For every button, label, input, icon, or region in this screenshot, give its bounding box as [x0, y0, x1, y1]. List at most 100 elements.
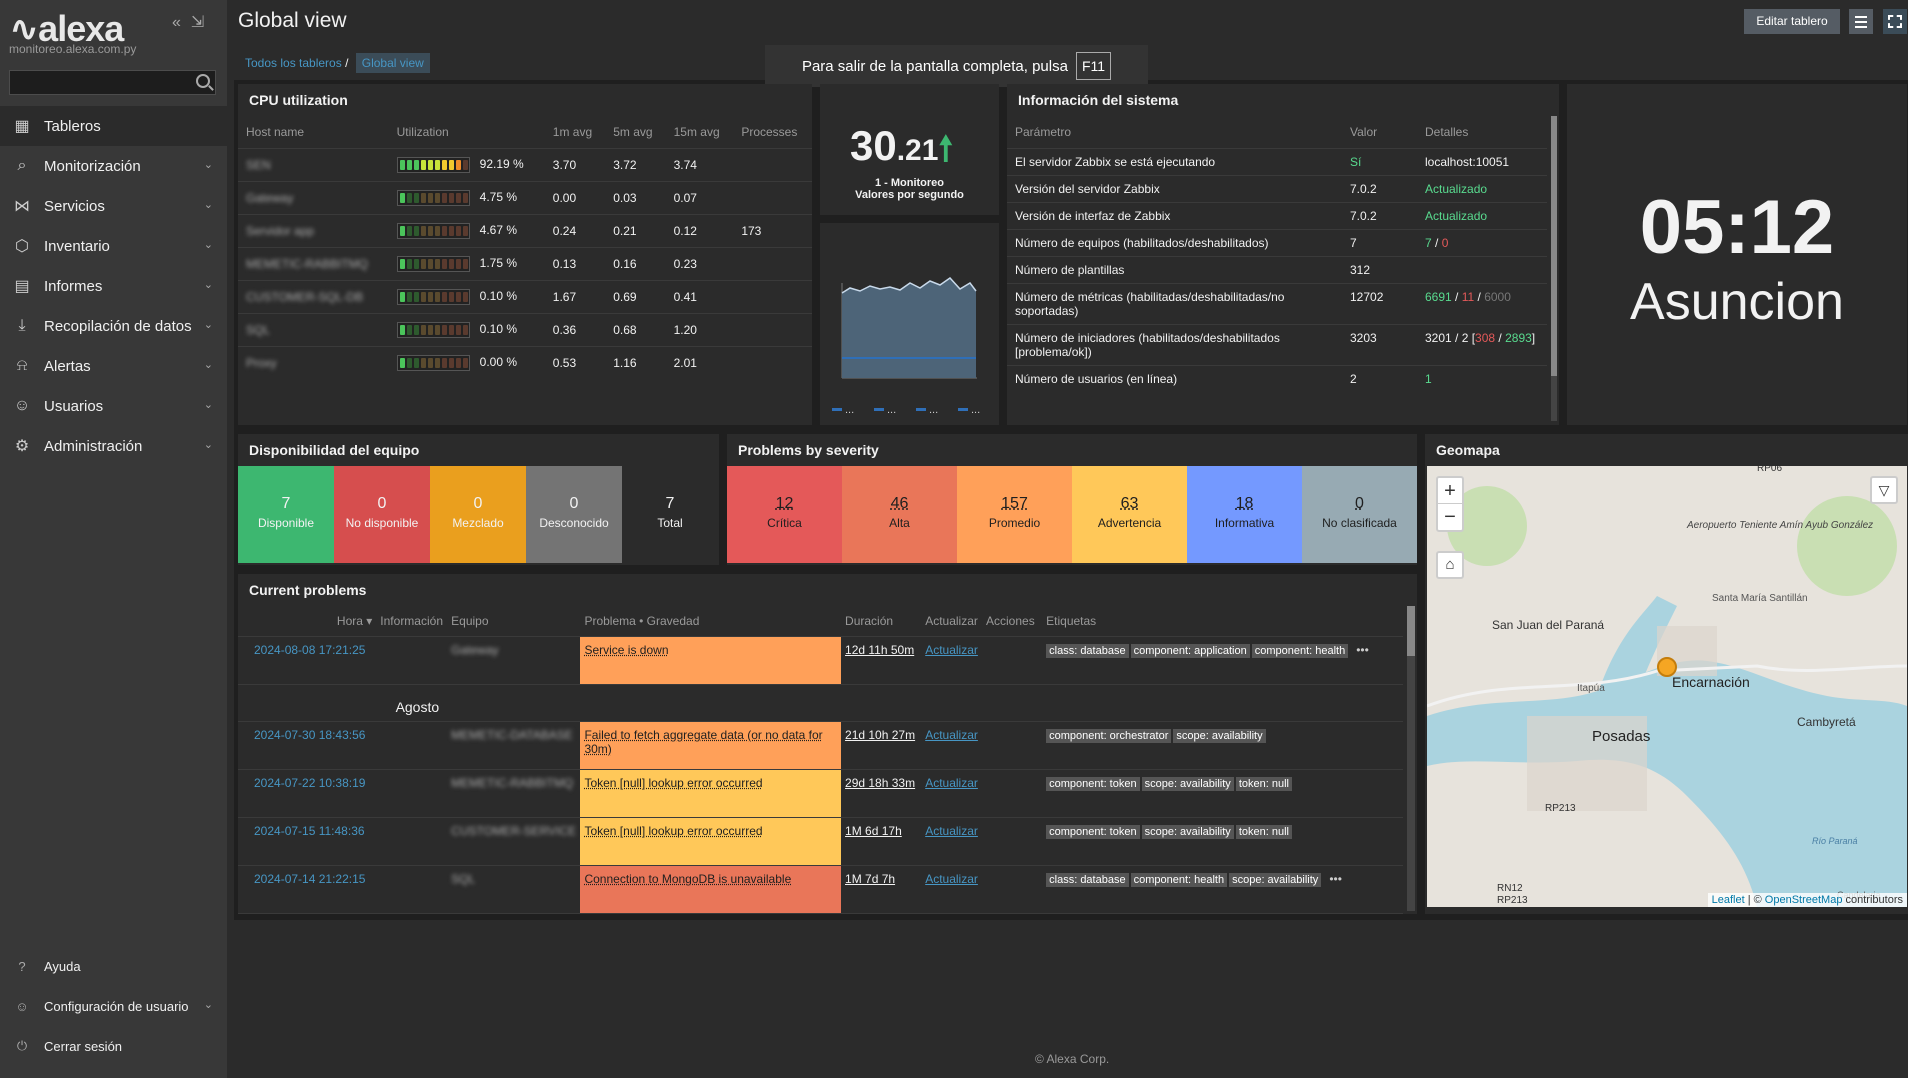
fullscreen-icon[interactable]	[1883, 9, 1907, 34]
map-marker-icon[interactable]	[1657, 657, 1677, 677]
problem-time[interactable]: 2024-07-22 10:38:19	[238, 768, 448, 817]
logo[interactable]: ∿alexa	[9, 8, 124, 50]
host-name[interactable]: SQL	[238, 312, 389, 346]
breadcrumb-current[interactable]: Global view	[355, 53, 430, 73]
tag[interactable]: component: health	[1251, 643, 1349, 658]
more-tags-icon[interactable]: •••	[1356, 642, 1369, 657]
filter-icon[interactable]: ▽	[1870, 476, 1898, 504]
severity-cell[interactable]: 12 Crítica	[727, 466, 842, 563]
leaflet-link[interactable]: Leaflet	[1711, 894, 1745, 906]
tag[interactable]: class: database	[1046, 872, 1129, 887]
search-icon[interactable]	[196, 74, 210, 88]
more-tags-icon[interactable]: •••	[1329, 871, 1342, 886]
problem-time[interactable]: 2024-07-30 18:43:56	[238, 720, 448, 769]
host-name[interactable]: Servidor app	[238, 213, 389, 247]
column-header[interactable]: Hora ▾	[336, 613, 373, 628]
availability-cell[interactable]: 0 Mezclado	[430, 466, 526, 563]
tag[interactable]: token: null	[1235, 824, 1292, 839]
sidebar-item-reports[interactable]: ▤ Informes ⌄	[0, 266, 227, 306]
kiosk-icon[interactable]: ⇲	[190, 14, 205, 31]
problem-name[interactable]: Token [null] lookup error occurred	[580, 768, 842, 817]
problem-host[interactable]: SQL	[447, 864, 581, 913]
severity-cell[interactable]: 46 Alta	[842, 466, 957, 563]
problem-name[interactable]: Token [null] lookup error occurred	[580, 816, 842, 865]
host-name[interactable]: Gateway	[238, 180, 389, 214]
update-link[interactable]: Actualizar	[921, 864, 983, 913]
sidebar-item-user-settings[interactable]: ☺ Configuración de usuario ⌄	[0, 986, 227, 1026]
problem-host[interactable]: MEMETIC-DATABASE	[447, 720, 581, 769]
sidebar-item-admin[interactable]: ⚙ Administración ⌄	[0, 426, 227, 466]
problem-duration[interactable]: 1M 7d 8h	[841, 912, 922, 914]
severity-cell[interactable]: 157 Promedio	[957, 466, 1072, 563]
host-name[interactable]: SEN	[238, 147, 389, 181]
sidebar-item-logout[interactable]: ⏻ Cerrar sesión	[0, 1026, 227, 1066]
update-link[interactable]: Actualizar	[921, 720, 983, 769]
menu-icon[interactable]	[1849, 9, 1873, 34]
tag[interactable]: component: orchestrator	[1046, 728, 1172, 743]
scrollbar[interactable]	[1407, 606, 1415, 911]
problem-name[interactable]: Failed to fetch info data (or no data fo…	[580, 912, 842, 914]
availability-cell[interactable]: 0 No disponible	[334, 466, 430, 563]
tag[interactable]: component: application	[1130, 643, 1250, 658]
tag[interactable]: scope: availability	[1141, 824, 1234, 839]
host-name[interactable]: CUSTOMER-SQL-DB	[238, 279, 389, 313]
cpu-m1: 0.53	[544, 345, 606, 379]
problem-duration[interactable]: 1M 7d 7h	[841, 864, 922, 913]
zoom-in-button[interactable]: +	[1438, 478, 1462, 504]
problem-name[interactable]: Failed to fetch aggregate data (or no da…	[580, 720, 842, 769]
tag[interactable]: token: null	[1235, 776, 1292, 791]
problem-time[interactable]: 2024-07-14 21:22:15	[238, 864, 448, 913]
host-name[interactable]: Proxy	[238, 345, 389, 379]
problem-time[interactable]: 2024-08-08 17:21:25	[238, 635, 448, 684]
availability-cell[interactable]: 7 Disponible	[238, 466, 334, 563]
problem-name[interactable]: Service is down	[580, 635, 842, 684]
sidebar-item-inventory[interactable]: ⬡ Inventario ⌄	[0, 226, 227, 266]
problem-time[interactable]: 2024-07-15 11:48:36	[238, 816, 448, 865]
problem-host[interactable]: CUSTOMER-SERVICE	[447, 816, 581, 865]
problem-host[interactable]: Gateway	[447, 635, 581, 684]
sidebar-item-services[interactable]: ⋈ Servicios ⌄	[0, 186, 227, 226]
tag[interactable]: scope: availability	[1229, 872, 1322, 887]
update-link[interactable]: Actualizar	[921, 816, 983, 865]
column-header: Actualizar	[925, 613, 978, 628]
problem-name[interactable]: Connection to MongoDB is unavailable	[580, 864, 842, 913]
tag[interactable]: scope: availability	[1141, 776, 1234, 791]
host-name[interactable]: MEMETIC-RABBITMQ	[238, 246, 389, 280]
sidebar-item-alerts[interactable]: ⍾ Alertas ⌄	[0, 346, 227, 386]
severity-cell[interactable]: 63 Advertencia	[1072, 466, 1187, 563]
sidebar-item-data-collection[interactable]: ⤓ Recopilación de datos ⌄	[0, 306, 227, 346]
update-link[interactable]: Actualizar	[921, 768, 983, 817]
severity-cell[interactable]: 0 No clasificada	[1302, 466, 1417, 563]
tag[interactable]: component: token	[1046, 776, 1140, 791]
zoom-out-button[interactable]: −	[1444, 506, 1456, 528]
problem-duration[interactable]: 29d 18h 33m	[841, 768, 922, 817]
edit-dashboard-button[interactable]: Editar tablero	[1744, 9, 1840, 34]
tag[interactable]: scope: availability	[1173, 728, 1266, 743]
tag[interactable]: class: database	[1046, 643, 1129, 658]
map[interactable]: San Juan del Paraná Encarnación Posadas …	[1427, 466, 1907, 907]
problem-time[interactable]: 2024-07-14 21:08:02	[238, 912, 448, 914]
tag[interactable]: component: health	[1130, 872, 1228, 887]
availability-cell[interactable]: 0 Desconocido	[526, 466, 622, 563]
search-input[interactable]	[9, 70, 216, 95]
update-link[interactable]: Actualizar	[921, 635, 983, 684]
sidebar-item-monitoring[interactable]: ⌕ Monitorización ⌄	[0, 146, 227, 186]
scrollbar[interactable]	[1551, 116, 1557, 421]
sidebar-item-help[interactable]: ? Ayuda	[0, 946, 227, 986]
sidebar-item-dashboard[interactable]: ▦ Tableros	[0, 106, 227, 146]
tag[interactable]: component: token	[1046, 824, 1140, 839]
problem-host[interactable]: MEMETIC-RABBITMQ	[447, 768, 581, 817]
problem-duration[interactable]: 1M 6d 17h	[841, 816, 922, 865]
home-icon[interactable]: ⌂	[1436, 551, 1464, 579]
update-link[interactable]: Actualizar	[921, 912, 983, 914]
breadcrumb-all-dashboards[interactable]: Todos los tableros	[245, 56, 342, 70]
problem-duration[interactable]: 12d 11h 50m	[841, 635, 922, 684]
osm-link[interactable]: OpenStreetMap	[1764, 894, 1843, 906]
sidebar-item-users[interactable]: ☺ Usuarios ⌄	[0, 386, 227, 426]
severity-cell[interactable]: 18 Informativa	[1187, 466, 1302, 563]
problem-duration[interactable]: 21d 10h 27m	[841, 720, 922, 769]
problem-host[interactable]: CUSTOMER-SQL	[447, 912, 581, 914]
collapse-sidebar-icon[interactable]: «	[172, 14, 181, 31]
cpu-m1: 0.36	[544, 312, 606, 346]
availability-cell[interactable]: 7 Total	[622, 466, 718, 563]
